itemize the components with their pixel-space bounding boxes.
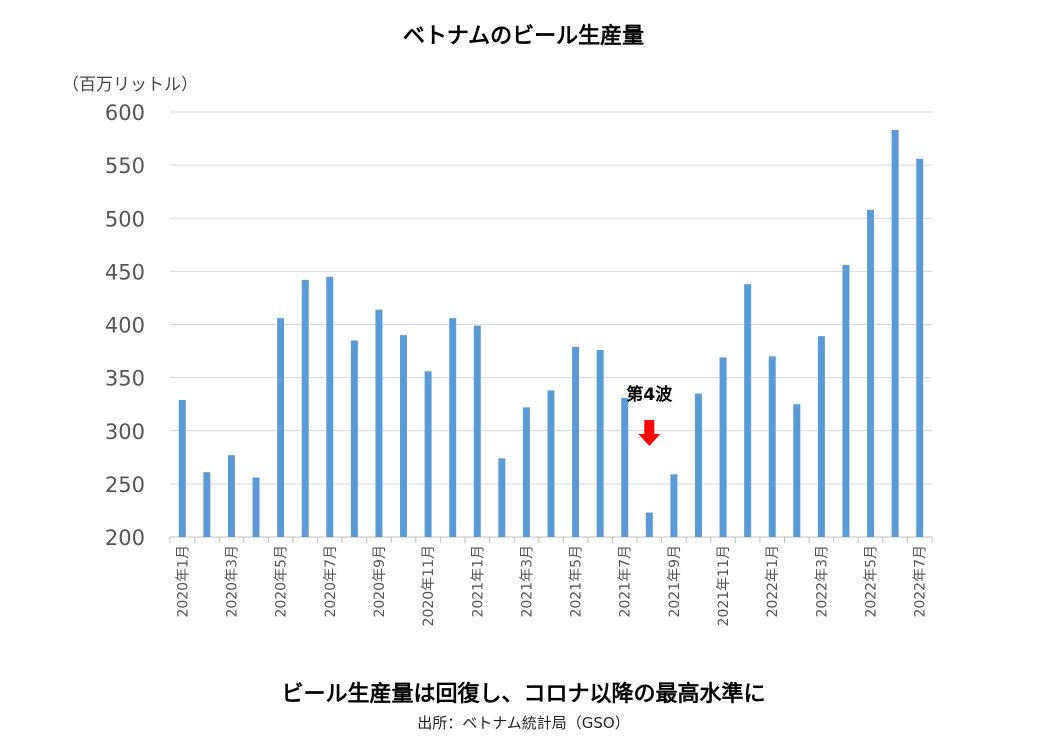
chart-title: ベトナムのビール生産量 [402,24,645,49]
bar [375,309,383,537]
bar [301,279,309,537]
y-axis-ticks: 200 250 300 350 400 450 500 550 600 [105,101,145,550]
x-tick-label: 2022年7月 [913,545,929,618]
bar [203,472,211,537]
bar [498,458,506,537]
x-tick-label: 2021年5月 [569,545,585,618]
bar [424,371,432,537]
bar [867,209,875,537]
x-axis-ticks: 2020年1月 2020年3月 2020年5月 2020年7月 2020年9月 2020年… [169,537,933,626]
bar [326,276,334,537]
y-tick-label: 250 [105,473,145,497]
y-tick-label: 200 [105,526,145,550]
bar [522,407,530,537]
x-tick-label: 2020年9月 [372,545,388,618]
bar [227,455,235,537]
annotation-label: 第4波 [626,384,673,405]
bar [744,284,752,537]
down-arrow-icon [638,420,661,446]
x-tick-label: 2021年1月 [470,545,486,618]
y-tick-label: 300 [105,420,145,444]
x-tick-label: 2021年11月 [716,545,732,626]
bar [842,265,850,537]
bar [694,393,702,537]
bar [621,397,629,537]
bar [400,335,408,537]
x-tick-label: 2020年7月 [323,545,339,618]
bar [547,390,555,537]
bar [596,350,604,537]
x-tick-label: 2020年5月 [274,545,290,618]
x-tick-label: 2021年3月 [519,545,535,618]
x-tick-label: 2021年9月 [667,545,683,618]
source-note: 出所：ベトナム統計局（GSO） [417,714,630,732]
bar [793,404,801,537]
annotation: 第4波 [626,384,673,446]
bar [916,158,924,537]
bar [277,318,285,537]
x-tick-label: 2021年7月 [618,545,634,618]
y-tick-label: 500 [105,207,145,231]
bar [350,340,358,537]
x-tick-label: 2022年3月 [814,545,830,618]
bar [645,512,653,537]
bar [817,336,825,537]
bars [178,130,924,537]
bar [572,346,580,537]
x-tick-label: 2020年11月 [421,545,437,626]
bar [768,356,776,537]
chart-subtitle: ビール生産量は回復し、コロナ以降の最高水準に [281,682,766,707]
y-tick-label: 600 [105,101,145,125]
bar [252,477,260,537]
x-tick-label: 2020年3月 [224,545,240,618]
y-axis-unit-label: （百万リットル） [62,75,198,95]
bar [670,474,678,537]
bar [449,318,457,537]
x-tick-label: 2022年5月 [864,545,880,618]
y-tick-label: 400 [105,314,145,338]
x-tick-label: 2020年1月 [175,545,191,618]
y-tick-label: 350 [105,367,145,391]
bar [719,357,727,537]
bar [178,399,186,537]
y-tick-label: 550 [105,154,145,178]
bar [473,325,481,537]
x-tick-label: 2022年1月 [765,545,781,618]
bar [891,130,899,537]
y-tick-label: 450 [105,260,145,284]
